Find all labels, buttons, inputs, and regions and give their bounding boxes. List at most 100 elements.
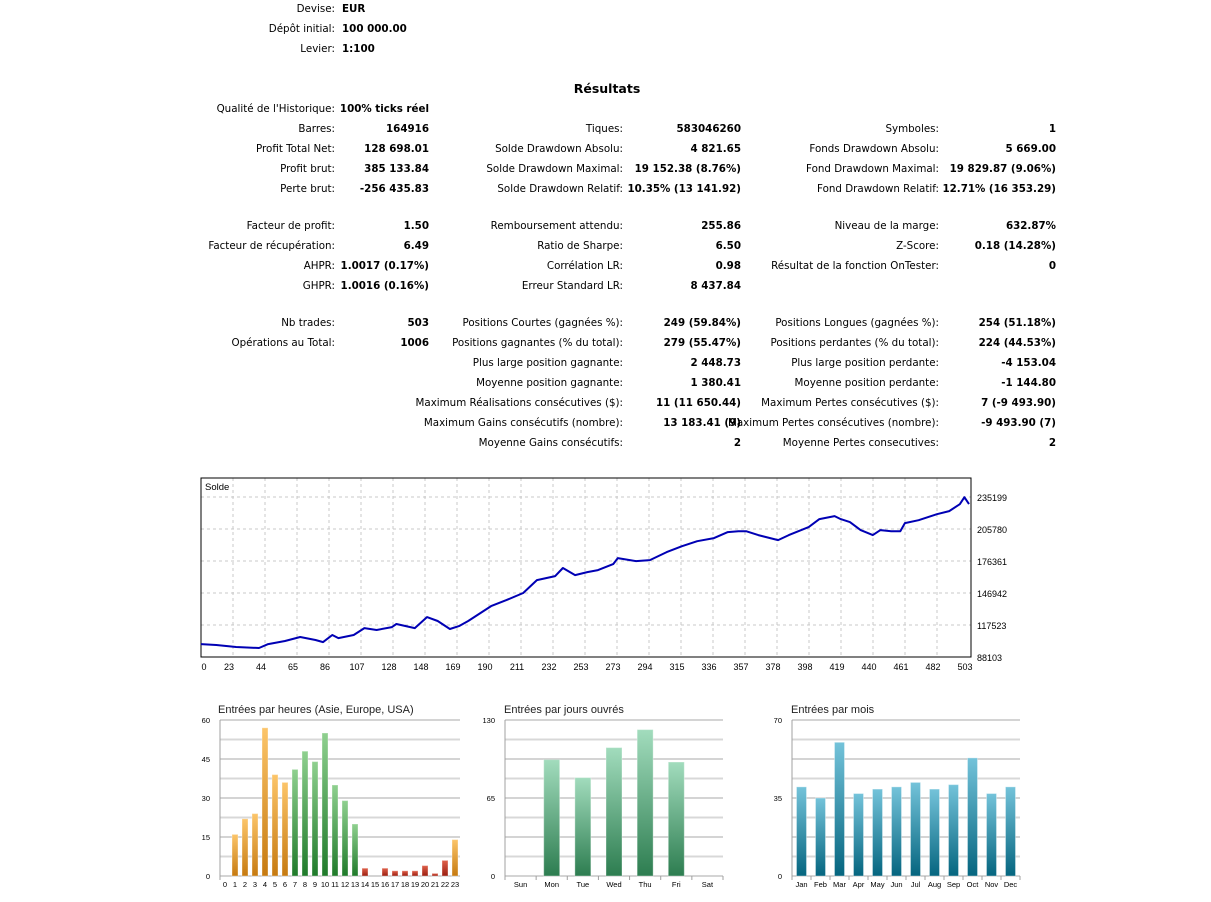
bar-x-tick: Apr <box>853 880 865 889</box>
bar-chart-title: Entrées par mois <box>791 704 875 716</box>
stat-label: Nb trades: <box>281 317 335 329</box>
stat-label: Qualité de l'Historique: <box>216 103 335 115</box>
stat-value: 7 (-9 493.90) <box>981 397 1056 409</box>
header-value: 100 000.00 <box>342 23 407 35</box>
stat-value: 12.71% (16 353.29) <box>942 183 1056 195</box>
stat-label: Facteur de récupération: <box>208 240 335 252</box>
bar <box>1005 786 1016 877</box>
stat-label: Positions gagnantes (% du total): <box>452 337 623 349</box>
bar <box>636 729 654 877</box>
bar <box>451 839 459 877</box>
stat-label: Maximum Gains consécutifs (nombre): <box>423 417 623 429</box>
bar-x-tick: Mon <box>544 880 559 889</box>
stat-value: 6.50 <box>715 240 741 252</box>
stat-label: Erreur Standard LR: <box>521 280 623 292</box>
bar <box>421 865 429 877</box>
stat-label: Corrélation LR: <box>546 260 623 272</box>
balance-x-tick: 419 <box>829 662 844 672</box>
bar-x-tick: 19 <box>411 880 419 889</box>
balance-x-tick: 232 <box>541 662 556 672</box>
bar <box>271 774 279 877</box>
bar-x-tick: 13 <box>351 880 359 889</box>
stat-label: Maximum Pertes consécutives (nombre): <box>727 417 939 429</box>
bar-x-tick: Mar <box>833 880 846 889</box>
header-label: Devise: <box>296 3 335 15</box>
stat-value: 279 (55.47%) <box>663 337 741 349</box>
results-title: Résultats <box>573 81 641 96</box>
balance-x-tick: 315 <box>669 662 684 672</box>
bar-x-tick: Wed <box>606 880 621 889</box>
stat-value: 385 133.84 <box>364 163 429 175</box>
balance-x-tick: 336 <box>701 662 716 672</box>
bar-x-tick: 2 <box>243 880 247 889</box>
stat-value: 1.50 <box>403 220 429 232</box>
bar-chart-title: Entrées par jours ouvrés <box>504 704 624 716</box>
bar <box>948 784 959 877</box>
header-value: EUR <box>342 3 366 15</box>
stat-value: 1.0017 (0.17%) <box>340 260 429 272</box>
balance-x-tick: 107 <box>349 662 364 672</box>
bar-x-tick: 3 <box>253 880 257 889</box>
stat-value: 1 <box>1048 123 1056 135</box>
bar-y-tick: 70 <box>774 716 782 725</box>
bar-x-tick: 20 <box>421 880 429 889</box>
bar-x-tick: 0 <box>223 880 227 889</box>
stat-value: 1006 <box>400 337 429 349</box>
bar <box>986 793 997 877</box>
bar-x-tick: 5 <box>273 880 277 889</box>
stat-value: -4 153.04 <box>1001 357 1056 369</box>
bar <box>605 747 623 877</box>
stat-label: Remboursement attendu: <box>490 220 623 232</box>
stat-label: Symboles: <box>885 123 939 135</box>
balance-x-tick: 378 <box>765 662 780 672</box>
bar <box>543 759 561 877</box>
bar <box>291 768 299 877</box>
balance-y-tick: 235199 <box>977 493 1007 503</box>
stat-label: Solde Drawdown Absolu: <box>495 143 623 155</box>
stat-label: Facteur de profit: <box>246 220 335 232</box>
stat-label: Moyenne position gagnante: <box>476 377 623 389</box>
balance-y-tick: 176361 <box>977 557 1007 567</box>
bar-y-tick: 130 <box>482 716 495 725</box>
bar-x-tick: 8 <box>303 880 307 889</box>
stat-label: AHPR: <box>303 260 335 272</box>
stat-value: 583046260 <box>676 123 741 135</box>
bar <box>441 859 449 877</box>
bar <box>929 788 940 877</box>
bar-y-tick: 0 <box>206 872 210 881</box>
balance-frame <box>200 477 972 658</box>
balance-x-tick: 86 <box>320 662 330 672</box>
stat-label: Résultat de la fonction OnTester: <box>771 260 939 272</box>
balance-x-tick: 211 <box>510 662 524 672</box>
bar-x-tick: 21 <box>431 880 439 889</box>
bar-x-tick: 7 <box>293 880 297 889</box>
bar <box>815 797 826 877</box>
bar <box>401 870 409 877</box>
bar <box>834 741 845 877</box>
stat-value: 632.87% <box>1005 220 1056 232</box>
stat-label: Maximum Réalisations consécutives ($): <box>415 397 624 409</box>
bar-x-tick: 14 <box>361 880 369 889</box>
bar-x-tick: Sep <box>947 880 960 889</box>
bar <box>431 872 439 877</box>
bar <box>411 870 419 877</box>
stat-value: 503 <box>407 317 430 329</box>
stat-label: Ratio de Sharpe: <box>537 240 623 252</box>
bar-x-tick: Feb <box>814 880 827 889</box>
header-value: 1:100 <box>342 43 375 55</box>
balance-x-tick: 273 <box>605 662 620 672</box>
stat-label: Positions Courtes (gagnées %): <box>462 317 624 329</box>
bar <box>321 732 329 877</box>
stat-value: 19 829.87 (9.06%) <box>949 163 1056 175</box>
bar-y-tick: 15 <box>202 833 210 842</box>
bar <box>872 788 883 877</box>
bar <box>891 786 902 877</box>
stat-value: 254 (51.18%) <box>978 317 1056 329</box>
stat-value: 164916 <box>386 123 429 135</box>
bar <box>251 813 259 877</box>
bar-x-tick: 10 <box>321 880 329 889</box>
stat-label: Fonds Drawdown Absolu: <box>809 143 939 155</box>
stat-value: 100% ticks réel <box>339 103 429 115</box>
balance-plot-bg <box>201 478 971 657</box>
